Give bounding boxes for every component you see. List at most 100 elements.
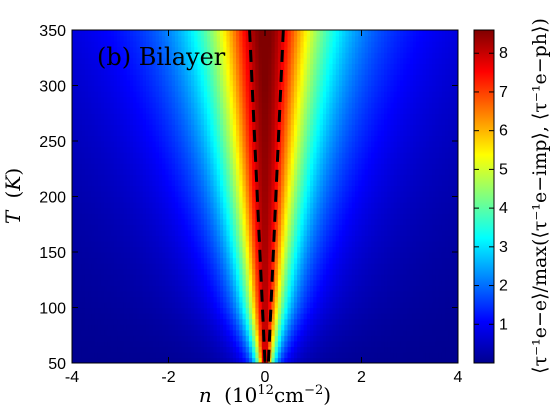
heatmap-cell: [329, 179, 334, 186]
heatmap-cell: [197, 246, 202, 253]
heatmap-cell: [374, 346, 379, 353]
heatmap-cell: [104, 296, 108, 303]
heatmap-cell: [419, 224, 424, 231]
heatmap-cell: [139, 190, 144, 198]
heatmap-cell: [139, 235, 144, 242]
heatmap-cell: [351, 196, 356, 203]
heatmap-cell: [271, 301, 276, 309]
heatmap-cell: [162, 163, 166, 170]
heatmap-cell: [438, 163, 443, 170]
heatmap-cell: [342, 335, 347, 342]
heatmap-cell: [441, 335, 446, 342]
heatmap-cell: [181, 152, 186, 159]
heatmap-cell: [129, 296, 134, 303]
heatmap-cell: [293, 263, 298, 270]
heatmap-cell: [142, 240, 147, 248]
heatmap-cell: [252, 351, 256, 359]
heatmap-cell: [313, 307, 318, 314]
heatmap-cell: [245, 307, 250, 314]
heatmap-cell: [165, 346, 170, 353]
heatmap-cell: [351, 307, 356, 314]
heatmap-cell: [329, 257, 334, 264]
heatmap-cell: [297, 307, 301, 314]
heatmap-cell: [255, 246, 260, 253]
heatmap-cell: [197, 335, 202, 342]
heatmap-cell: [438, 196, 443, 203]
heatmap-cell: [393, 252, 398, 259]
heatmap-cell: [229, 340, 234, 347]
heatmap-cell: [197, 152, 202, 159]
heatmap-cell: [425, 168, 430, 175]
heatmap-cell: [400, 152, 404, 159]
heatmap-cell: [310, 224, 314, 231]
heatmap-cell: [451, 196, 456, 203]
heatmap-cell: [88, 274, 92, 281]
heatmap-cell: [104, 185, 108, 192]
heatmap-cell: [345, 141, 350, 148]
heatmap-cell: [213, 207, 218, 214]
heatmap-cell: [281, 163, 285, 170]
heatmap-cell: [184, 274, 189, 281]
heatmap-cell: [326, 318, 330, 325]
heatmap-cell: [445, 240, 449, 248]
heatmap-cell: [181, 135, 186, 142]
heatmap-cell: [326, 174, 330, 181]
heatmap-cell: [268, 157, 273, 164]
heatmap-cell: [319, 246, 324, 253]
heatmap-cell: [390, 329, 395, 336]
heatmap-cell: [110, 229, 115, 236]
heatmap-cell: [245, 301, 250, 309]
heatmap-cell: [242, 235, 247, 242]
heatmap-cell: [419, 263, 424, 270]
heatmap-cell: [242, 213, 247, 220]
heatmap-cell: [75, 229, 80, 236]
heatmap-cell: [429, 179, 433, 186]
heatmap-cell: [332, 246, 337, 253]
heatmap-cell: [351, 324, 356, 331]
heatmap-cell: [409, 202, 414, 209]
heatmap-cell: [88, 279, 92, 286]
heatmap-cell: [451, 152, 456, 159]
heatmap-cell: [197, 296, 202, 303]
heatmap-cell: [94, 279, 99, 286]
heatmap-cell: [303, 318, 308, 325]
heatmap-cell: [409, 190, 414, 198]
heatmap-cell: [72, 357, 76, 363]
heatmap-cell: [178, 340, 182, 347]
heatmap-cell: [181, 263, 186, 270]
heatmap-cell: [403, 335, 408, 342]
heatmap-cell: [210, 141, 215, 148]
heatmap-cell: [380, 268, 385, 275]
heatmap-cell: [139, 296, 144, 303]
heatmap-cell: [329, 163, 334, 170]
heatmap-cell: [149, 329, 154, 336]
heatmap-cell: [377, 135, 382, 142]
heatmap-cell: [252, 318, 256, 325]
heatmap-cell: [319, 157, 324, 164]
heatmap-cell: [187, 274, 192, 281]
heatmap-cell: [355, 157, 359, 164]
heatmap-cell: [380, 263, 385, 270]
heatmap-cell: [268, 146, 273, 153]
heatmap-cell: [165, 335, 170, 342]
heatmap-cell: [152, 257, 157, 264]
heatmap-cell: [248, 296, 253, 303]
heatmap-cell: [158, 246, 163, 253]
heatmap-cell: [303, 213, 308, 220]
heatmap-cell: [107, 307, 112, 314]
heatmap-cell: [448, 202, 453, 209]
heatmap-cell: [435, 274, 440, 281]
heatmap-cell: [97, 213, 102, 220]
heatmap-cell: [178, 313, 182, 320]
heatmap-cell: [409, 296, 414, 303]
heatmap-cell: [88, 296, 92, 303]
heatmap-cell: [322, 141, 327, 148]
heatmap-cell: [216, 240, 221, 248]
heatmap-cell: [236, 307, 240, 314]
heatmap-cell: [126, 313, 131, 320]
heatmap-cell: [274, 163, 279, 170]
heatmap-cell: [351, 252, 356, 259]
heatmap-cell: [203, 163, 208, 170]
heatmap-cell: [149, 229, 154, 236]
heatmap-cell: [422, 318, 427, 325]
